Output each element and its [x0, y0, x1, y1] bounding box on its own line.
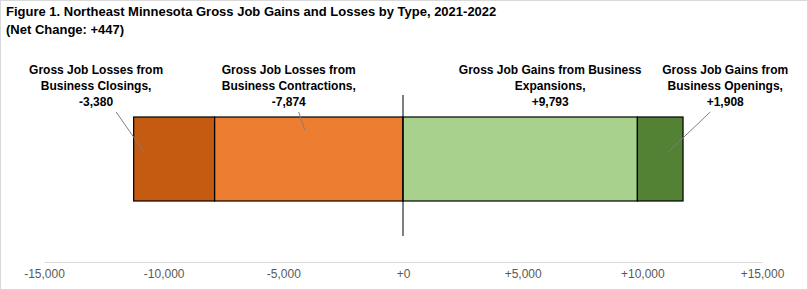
- data-label-value: -3,380: [79, 95, 113, 109]
- data-labels: Gross Job Losses fromBusiness Contractio…: [29, 63, 788, 152]
- data-label-name: Gross Job Losses fromBusiness Closings,: [29, 63, 163, 93]
- tick: +5,000: [505, 262, 542, 281]
- leader-line: [668, 112, 710, 152]
- tick-label: -5,000: [267, 267, 301, 281]
- subtitle: (Net Change: +447): [6, 22, 124, 37]
- leader-line: [299, 112, 305, 130]
- data-label-value: -7,874: [272, 95, 306, 109]
- tick: -10,000: [144, 262, 185, 281]
- chart: Figure 1. Northeast Minnesota Gross Job …: [0, 0, 808, 290]
- data-label-name: Gross Job Gains from BusinessExpansions,: [459, 63, 642, 93]
- bar: [637, 117, 683, 201]
- data-label-value: +1,908: [707, 95, 744, 109]
- bars: [134, 117, 683, 201]
- bar: [403, 117, 637, 201]
- tick: -5,000: [267, 262, 301, 281]
- tick: -15,000: [24, 262, 65, 281]
- axis-line: [45, 262, 763, 263]
- bar: [134, 117, 215, 201]
- tick-label: -15,000: [24, 267, 65, 281]
- data-label-name: Gross Job Gains fromBusiness Openings,: [662, 63, 788, 93]
- tick-label: -10,000: [144, 267, 185, 281]
- data-label-name: Gross Job Losses fromBusiness Contractio…: [222, 63, 356, 93]
- title: Figure 1. Northeast Minnesota Gross Job …: [6, 4, 496, 19]
- data-label-value: +9,793: [532, 95, 569, 109]
- leader-line: [116, 112, 144, 152]
- tick-label: +15,000: [741, 267, 785, 281]
- tick-label: +10,000: [621, 267, 665, 281]
- bar: [215, 117, 403, 201]
- tick: +10,000: [621, 262, 665, 281]
- zero-line: [403, 95, 404, 236]
- tick-label: +5,000: [505, 267, 542, 281]
- tick: +15,000: [741, 262, 785, 281]
- x-axis: -15,000 -10,000 -5,000 +0 +5,000 +10,000 +15,0…: [24, 262, 785, 281]
- chart-border: [1, 1, 808, 290]
- tick-label: +0: [397, 267, 411, 281]
- tick: +0: [397, 262, 411, 281]
